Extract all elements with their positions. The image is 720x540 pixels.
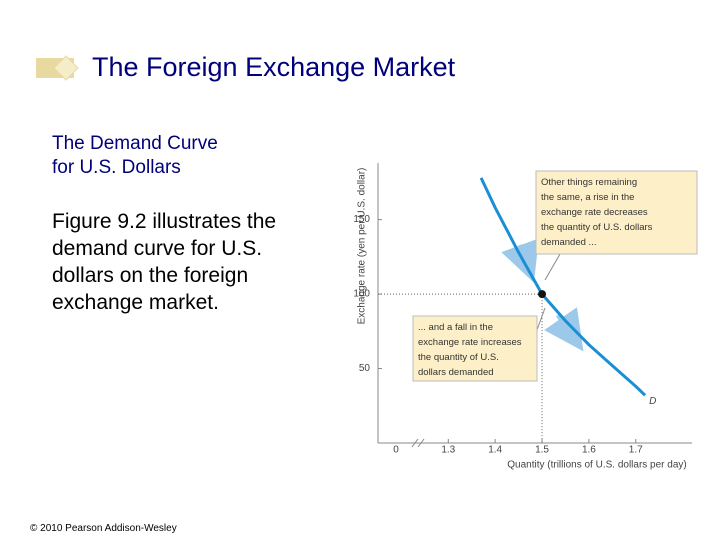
demand-curve — [479, 177, 647, 397]
callout-line — [544, 253, 561, 281]
annotation-box — [412, 315, 538, 382]
x-tick-label: 1.5 — [535, 445, 549, 456]
annotation-text: dollars demanded — [418, 367, 494, 378]
annotation-box — [535, 170, 698, 255]
highlight-point — [538, 290, 547, 299]
annotation-text: the same, a rise in the — [541, 192, 634, 203]
y-axis-label: Exchange rate (yen per U.S. dollar) — [357, 168, 368, 325]
annotation-text: Other things remaining — [541, 177, 637, 188]
x-tick-label: 1.7 — [629, 445, 643, 456]
y-tick-label: 100 — [353, 289, 370, 300]
callout-line — [536, 307, 546, 331]
series-label: D — [649, 396, 656, 407]
annotation-text: the quantity of U.S. dollars — [541, 222, 653, 233]
y-tick-label: 50 — [359, 363, 371, 374]
annotation-text: ... and a fall in the — [418, 322, 493, 333]
title-icon — [36, 55, 79, 81]
subtitle: The Demand Curve for U.S. Dollars — [52, 132, 218, 180]
x-tick-label: 1.6 — [582, 445, 596, 456]
slide-title: The Foreign Exchange Market — [92, 52, 456, 82]
subtitle-line: for U.S. Dollars — [52, 157, 181, 178]
annotation-text: demanded ... — [541, 237, 596, 248]
arrow — [501, 238, 539, 283]
origin-label: 0 — [393, 445, 399, 456]
y-tick-label: 150 — [353, 214, 370, 225]
annotation-text: exchange rate increases — [418, 337, 522, 348]
annotation-text: the quantity of U.S. — [418, 352, 499, 363]
x-axis-label: Quantity (trillions of U.S. dollars per … — [507, 460, 687, 471]
x-tick-label: 1.3 — [441, 445, 455, 456]
body-text: Figure 9.2 illustrates the demand curve … — [52, 210, 277, 314]
axis-break — [411, 438, 425, 448]
arrow — [544, 307, 584, 352]
x-tick-label: 1.4 — [488, 445, 502, 456]
annotation-text: exchange rate decreases — [541, 207, 648, 218]
footer: © 2010 Pearson Addison-Wesley — [30, 523, 177, 534]
subtitle-line: The Demand Curve — [52, 133, 218, 154]
